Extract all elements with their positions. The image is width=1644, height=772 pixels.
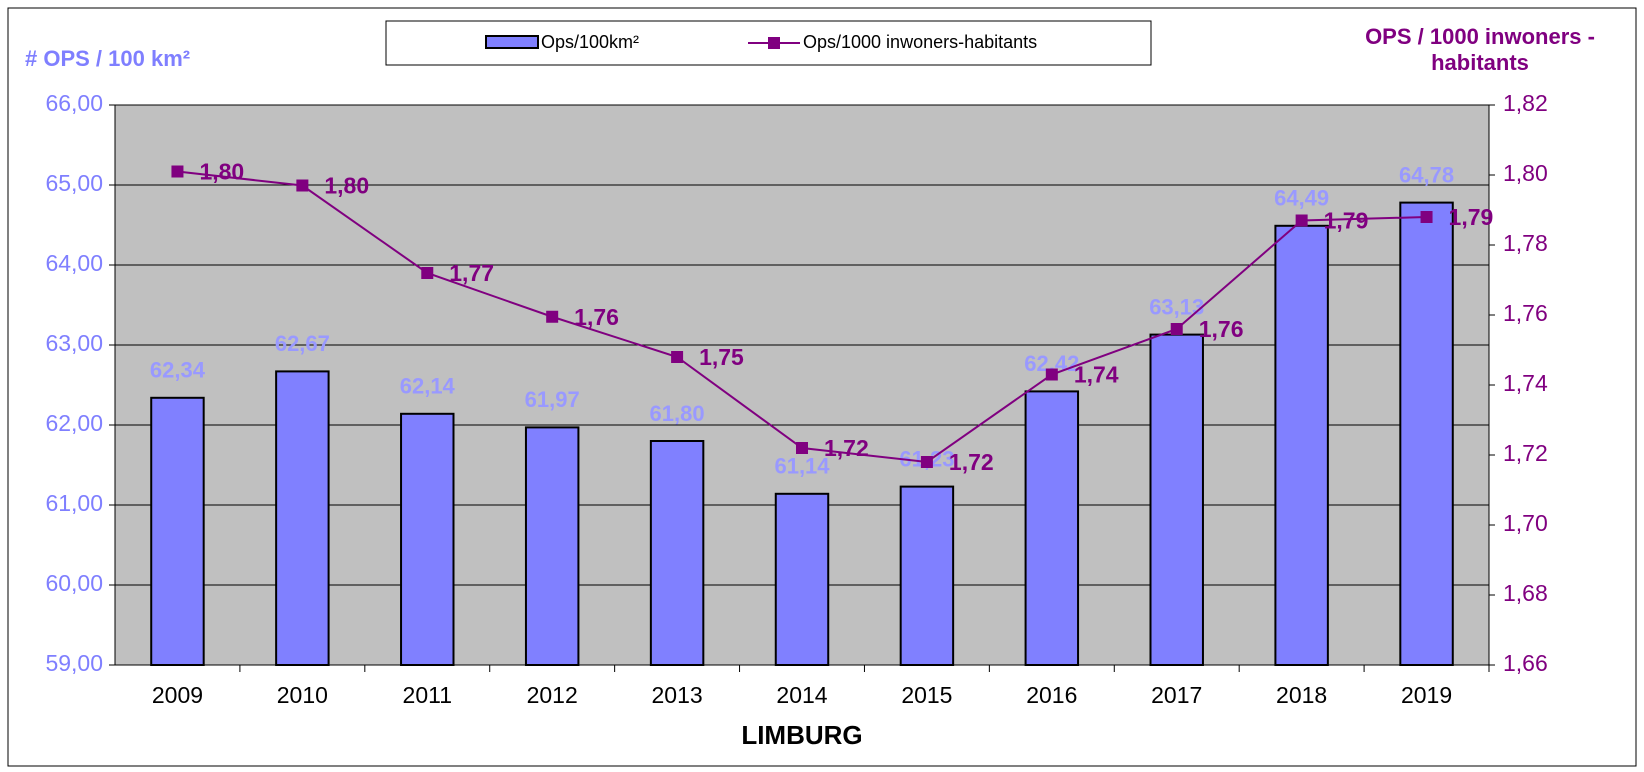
- y-tick-label: 61,00: [45, 490, 103, 516]
- y-tick-label: 65,00: [45, 170, 103, 196]
- bar: [275, 370, 330, 666]
- y2-tick-label: 1,76: [1503, 300, 1548, 326]
- bar: [524, 426, 580, 666]
- x-tick-label: 2017: [1151, 682, 1202, 708]
- bar: [774, 492, 830, 666]
- line-value-label: 1,75: [699, 344, 744, 370]
- x-tick-label: 2011: [403, 682, 452, 708]
- line-value-label: 1,76: [1199, 316, 1244, 342]
- line-value-label: 1,79: [1324, 208, 1369, 234]
- y-tick-label: 64,00: [45, 250, 103, 276]
- line-value-label: 1,76: [574, 304, 619, 330]
- y2-tick-label: 1,72: [1503, 440, 1548, 466]
- bar: [1274, 224, 1329, 667]
- bar-value-label: 63,13: [1149, 294, 1204, 319]
- y-tick-label: 63,00: [45, 330, 103, 356]
- x-tick-label: 2013: [652, 682, 703, 708]
- x-tick-label: 2019: [1401, 682, 1452, 708]
- y2-tick-label: 1,78: [1503, 230, 1548, 256]
- line-value-label: 1,77: [449, 260, 494, 286]
- x-tick-label: 2009: [152, 682, 203, 708]
- y2-axis-label: OPS / 1000 inwoners - habitants: [1365, 24, 1595, 75]
- legend-label: Ops/100km²: [541, 32, 639, 52]
- x-tick-label: 2015: [901, 682, 952, 708]
- x-tick-label: 2010: [277, 682, 328, 708]
- y-tick-label: 59,00: [45, 650, 103, 676]
- x-tick-label: 2016: [1026, 682, 1077, 708]
- legend-swatch: [485, 35, 539, 49]
- line-marker: [296, 179, 309, 192]
- bar-value-label: 64,78: [1399, 162, 1454, 187]
- bar-value-label: 62,34: [150, 358, 206, 383]
- y2-tick-label: 1,82: [1503, 90, 1548, 116]
- y2-tick-label: 1,68: [1503, 580, 1548, 606]
- line-marker: [1170, 323, 1183, 335]
- y2-tick-label: 1,70: [1503, 510, 1548, 536]
- y2-tick-label: 1,80: [1503, 160, 1548, 186]
- bar: [150, 396, 205, 666]
- bar: [899, 485, 955, 666]
- line-value-label: 1,74: [1074, 362, 1119, 388]
- y-tick-label: 66,00: [45, 90, 103, 116]
- bar: [1149, 333, 1204, 666]
- bar-value-label: 62,67: [275, 331, 330, 356]
- bar: [1399, 201, 1454, 666]
- line-marker: [546, 310, 559, 323]
- line-marker: [171, 165, 184, 178]
- bar-value-label: 61,14: [774, 454, 830, 479]
- bar-value-label: 62,14: [400, 374, 456, 399]
- bar: [400, 412, 455, 666]
- y2-tick-label: 1,74: [1503, 370, 1548, 396]
- x-tick-label: 2018: [1276, 682, 1327, 708]
- line-marker: [1295, 214, 1308, 227]
- line-marker: [1420, 211, 1433, 223]
- line-marker: [796, 442, 808, 454]
- chart-border: [7, 7, 1637, 767]
- y-axis-label: # OPS / 100 km²: [25, 46, 190, 71]
- x-tick-label: 2012: [527, 682, 578, 708]
- bar-value-label: 61,97: [525, 387, 580, 412]
- line-value-label: 1,72: [949, 449, 994, 475]
- line-marker: [1045, 368, 1058, 381]
- bar-value-label: 61,80: [650, 401, 705, 426]
- line-value-label: 1,72: [824, 435, 869, 461]
- line-marker: [920, 456, 933, 468]
- line-value-label: 1,80: [324, 173, 369, 199]
- x-axis-label: LIMBURG: [741, 720, 862, 750]
- y2-tick-label: 1,66: [1503, 650, 1548, 676]
- x-tick-label: 2014: [776, 682, 827, 708]
- line-marker: [671, 351, 684, 363]
- y-tick-label: 60,00: [45, 570, 103, 596]
- legend-label: Ops/1000 inwoners-habitants: [803, 32, 1037, 52]
- line-value-label: 1,79: [1449, 204, 1494, 230]
- line-marker: [421, 267, 434, 279]
- y-tick-label: 62,00: [45, 410, 103, 436]
- line-value-label: 1,80: [199, 159, 244, 185]
- bar: [649, 440, 705, 666]
- legend-marker: [768, 37, 780, 49]
- bar-value-label: 64,49: [1274, 186, 1329, 211]
- bar: [1024, 390, 1080, 666]
